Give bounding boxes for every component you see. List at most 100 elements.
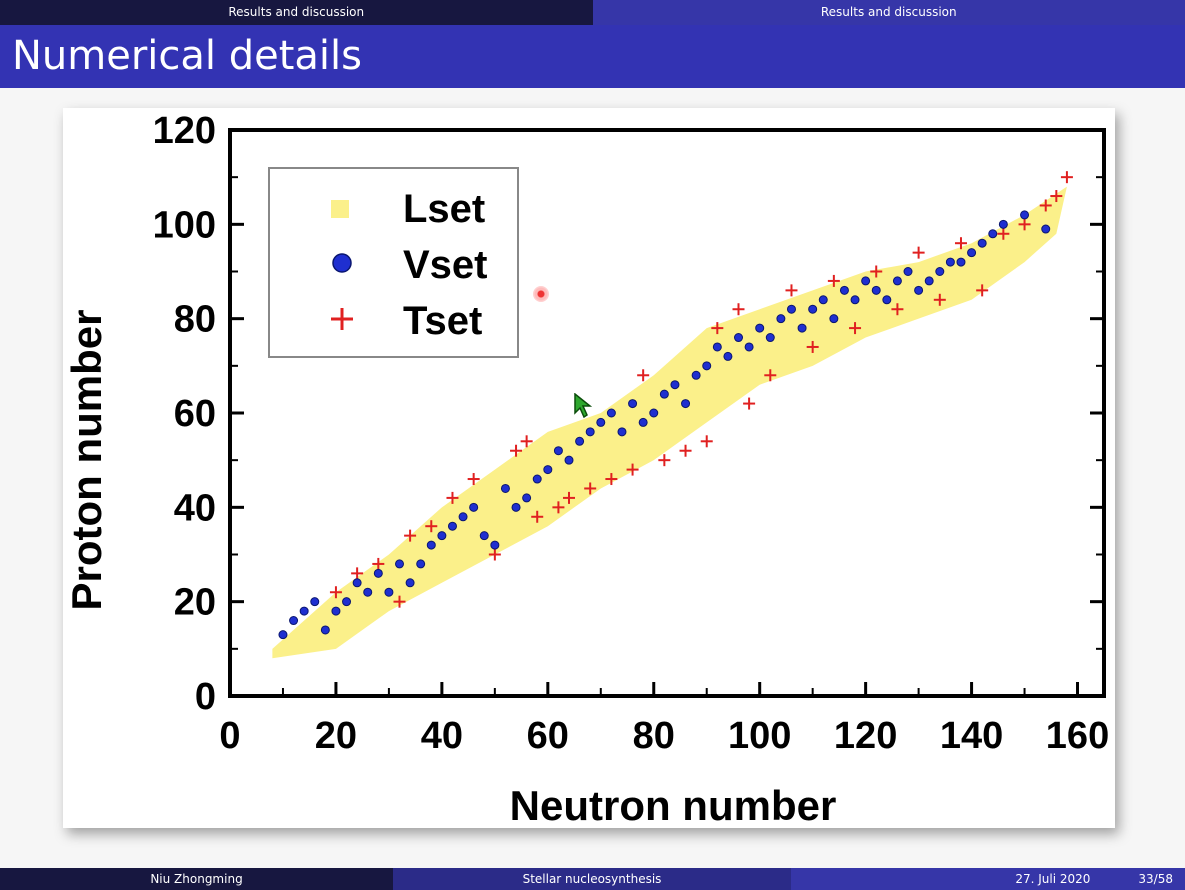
tset-point [954,237,967,250]
tset-point [827,274,840,287]
vset-point [818,295,828,305]
vset-point [765,333,775,343]
slide-footer: Niu Zhongming Stellar nucleosynthesis 27… [0,868,1185,890]
tset-point [711,322,724,335]
vset-point [924,276,934,286]
tset-point [393,595,406,608]
y-tick-label: 100 [153,204,216,246]
y-tick-label: 80 [174,299,216,341]
footer-date: 27. Juli 2020 [1015,872,1091,886]
tset-point [1018,218,1031,231]
tset-point [785,284,798,297]
tset-point [870,265,883,278]
vset-point [1041,224,1051,234]
vset-point [1020,210,1030,220]
tset-point [372,557,385,570]
legend-tset-label: Tset [403,299,482,343]
vset-point [395,559,405,569]
tset-point [700,435,713,448]
x-tick-label: 0 [219,715,240,757]
vset-point [670,380,680,390]
vset-point [967,248,977,258]
tset-point [531,510,544,523]
vset-point [723,351,733,361]
nav-section-left[interactable]: Results and discussion [0,0,593,25]
tset-point [425,520,438,533]
lset-band-area [272,186,1067,659]
tset-point [658,454,671,467]
footer-author: Niu Zhongming [0,868,393,890]
top-navigation: Results and discussion Results and discu… [0,0,1185,25]
vset-point [935,267,945,276]
legend-box [268,167,519,358]
legend-vset-marker [332,253,352,273]
tset-point [467,473,480,486]
tset-point [912,246,925,259]
tset-point [329,586,342,599]
vset-point [320,625,330,635]
vset-point [829,314,839,324]
vset-point [289,616,299,626]
tset-point [510,444,523,457]
vset-point [712,342,722,352]
tset-point [997,227,1010,240]
tset-point [563,491,576,504]
vset-point [522,493,532,503]
x-axis-title: Neutron number [510,782,837,828]
data-points [278,171,1073,640]
vset-point [278,630,288,640]
x-tick-label: 120 [834,715,897,757]
vset-point [861,276,871,286]
tset-point [732,303,745,316]
vset-point [797,323,807,333]
lset-band [272,186,1067,659]
vset-point [500,483,510,493]
vset-point [945,257,955,267]
legend-lset-label: Lset [403,187,485,231]
laser-pointer-dot [533,286,549,302]
tset-point [806,340,819,353]
x-tick-label: 20 [315,715,357,757]
tset-point [1039,199,1052,212]
tset-point [446,491,459,504]
vset-point [384,587,394,597]
vset-point [977,238,987,248]
vset-point [373,568,383,578]
vset-point [892,276,902,286]
tset-point [605,473,618,486]
vset-point [628,399,638,409]
y-tick-label: 20 [174,582,216,624]
slide-title-bar: Numerical details [0,25,1185,88]
tset-point [520,435,533,448]
tset-point [743,397,756,410]
vset-point [352,578,362,588]
vset-point [903,267,913,276]
y-tick-label: 60 [174,393,216,435]
tset-point [891,303,904,316]
vset-point [998,219,1008,229]
y-axis-title: Proton number [63,310,110,611]
vset-point [744,342,754,352]
tset-point [488,548,501,561]
vset-point [649,408,659,418]
footer-page-number: 33/58 [1138,872,1173,886]
vset-point [681,399,691,409]
footer-meta: 27. Juli 2020 33/58 [791,868,1185,890]
vset-point [808,304,818,314]
nav-section-right[interactable]: Results and discussion [592,0,1185,25]
vset-point [839,285,849,295]
axis-ticks: 0 20 40 60 80 100 120 140 160 0 20 40 60 80 100 120 [153,110,1110,757]
vset-point [458,512,468,522]
vset-point [596,417,606,427]
y-tick-label: 0 [195,676,216,718]
vset-point [553,446,563,456]
vset-point [659,389,669,399]
vset-point [564,455,574,465]
vset-point [426,540,436,550]
vset-point [405,578,415,588]
vset-point [691,370,701,380]
x-tick-label: 80 [633,715,675,757]
tset-point [764,369,777,382]
tset-point [933,293,946,306]
vset-point [734,333,744,343]
